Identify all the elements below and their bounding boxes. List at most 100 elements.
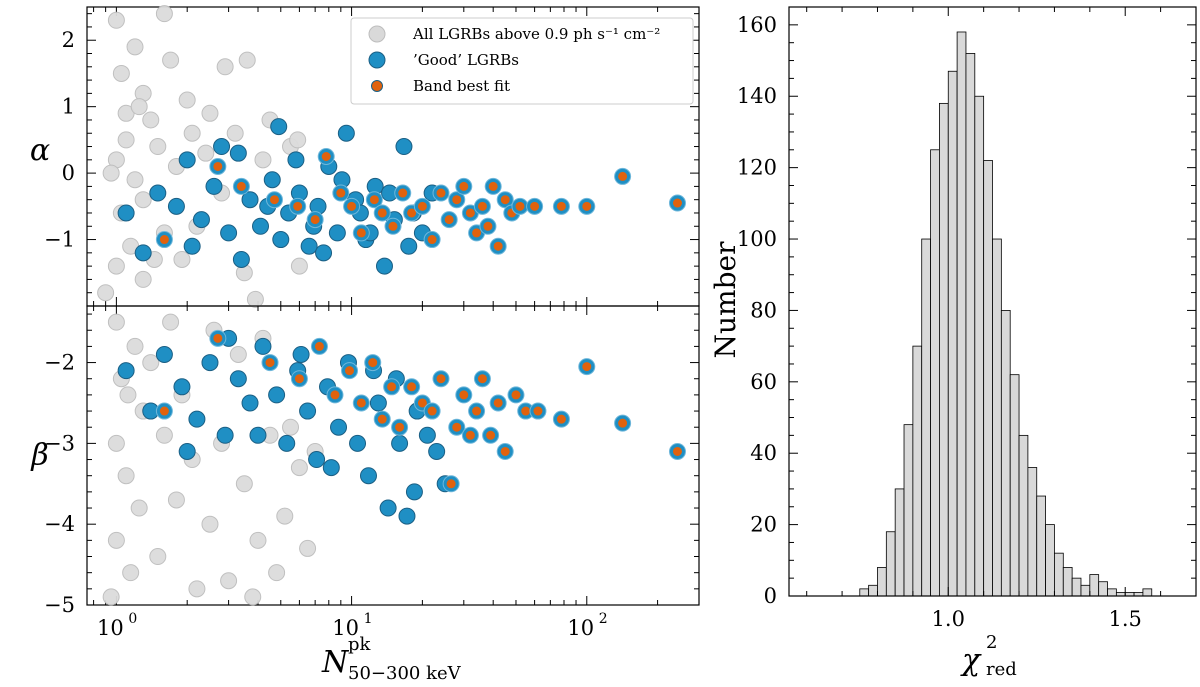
alpha-point xyxy=(229,144,247,162)
beta-point xyxy=(235,475,253,493)
alpha-point xyxy=(499,194,511,206)
beta-point xyxy=(330,418,348,436)
beta-point xyxy=(216,426,234,444)
alpha-point xyxy=(290,257,308,275)
beta-point xyxy=(510,389,522,401)
beta-ytick-label: −3 xyxy=(44,431,75,455)
beta-point xyxy=(293,373,305,385)
beta-point xyxy=(391,434,409,452)
alpha-point xyxy=(416,200,428,212)
alpha-point xyxy=(173,250,191,268)
beta-point xyxy=(322,459,340,477)
beta-point xyxy=(394,421,406,433)
alpha-point xyxy=(241,191,259,209)
alpha-point xyxy=(376,207,388,219)
beta-frame xyxy=(86,305,700,606)
beta-point xyxy=(241,394,259,412)
histogram-bar xyxy=(1009,374,1020,597)
hist-ytick-label: 140 xyxy=(737,84,777,108)
alpha-point xyxy=(315,244,333,262)
alpha-point xyxy=(117,131,135,149)
hist-ytick-label: 40 xyxy=(750,441,777,465)
beta-point xyxy=(229,370,247,388)
hist-ytick-label: 120 xyxy=(737,156,777,180)
alpha-point xyxy=(142,111,160,129)
alpha-point xyxy=(395,138,413,156)
alpha-point xyxy=(309,214,321,226)
alpha-point xyxy=(435,187,447,199)
beta-point xyxy=(201,354,219,372)
alpha-point xyxy=(406,207,418,219)
histogram-bar xyxy=(1045,524,1055,597)
legend-box xyxy=(350,17,694,105)
alpha-point xyxy=(268,194,280,206)
alpha-point xyxy=(368,194,380,206)
histogram-bar xyxy=(1107,588,1117,597)
alpha-point xyxy=(671,197,683,209)
beta-point xyxy=(117,467,135,485)
beta-point xyxy=(532,405,544,417)
histogram-bar xyxy=(983,160,993,597)
alpha-point xyxy=(337,124,355,142)
beta-point xyxy=(386,381,398,393)
alpha-point xyxy=(216,58,234,76)
beta-point xyxy=(107,434,125,452)
beta-point xyxy=(264,357,276,369)
alpha-point xyxy=(458,180,470,192)
alpha-point xyxy=(134,244,152,262)
legend-label: ’Good’ LGRBs xyxy=(413,51,519,69)
histogram-bar xyxy=(885,531,896,597)
svg-text:red: red xyxy=(986,659,1017,680)
histogram-bar xyxy=(1027,467,1038,597)
alpha-point xyxy=(192,211,210,229)
beta-point xyxy=(155,426,173,444)
alpha-point xyxy=(107,257,125,275)
beta-point xyxy=(102,588,120,606)
svg-text:pk: pk xyxy=(348,634,372,655)
legend-marker xyxy=(368,25,386,43)
beta-point xyxy=(229,345,247,363)
beta-point xyxy=(308,451,326,469)
alpha-point xyxy=(464,207,476,219)
beta-point xyxy=(555,413,567,425)
beta-point xyxy=(359,467,377,485)
alpha-point xyxy=(134,191,152,209)
beta-ytick-label: −5 xyxy=(44,593,75,617)
beta-point xyxy=(349,434,367,452)
alpha-point xyxy=(555,200,567,212)
alpha-ytick-label: 1 xyxy=(62,95,75,119)
beta-ytick-label: −2 xyxy=(44,351,75,375)
alpha-point xyxy=(487,180,499,192)
beta-point xyxy=(119,386,137,404)
beta-point xyxy=(173,378,191,396)
alpha-point xyxy=(287,151,305,169)
hist-xtick-label: 1.5 xyxy=(1109,607,1142,631)
alpha-point xyxy=(346,200,358,212)
beta-point xyxy=(445,478,457,490)
beta-point xyxy=(276,507,294,525)
histogram-bar xyxy=(1054,552,1064,597)
beta-xtick-label: 10 xyxy=(97,616,124,640)
alpha-point xyxy=(426,234,438,246)
histogram-bar xyxy=(877,567,887,597)
histogram-bar xyxy=(903,424,914,597)
beta-point xyxy=(435,373,447,385)
alpha-ytick-label: 2 xyxy=(62,28,75,52)
hist-ytick-label: 80 xyxy=(750,298,777,322)
beta-point xyxy=(117,362,135,380)
chi2-axis-label: χ 2 red xyxy=(960,632,1017,680)
alpha-point xyxy=(213,138,231,156)
beta-point xyxy=(268,386,286,404)
alpha-point xyxy=(400,237,418,255)
alpha-point xyxy=(482,220,494,232)
beta-point xyxy=(130,499,148,517)
alpha-point xyxy=(263,171,281,189)
alpha-ytick-label: 0 xyxy=(62,161,75,185)
beta-point xyxy=(416,397,428,409)
alpha-point xyxy=(158,234,170,246)
alpha-point xyxy=(126,171,144,189)
beta-point xyxy=(220,572,238,590)
beta-point xyxy=(212,332,224,344)
beta-xtick-label: 10 xyxy=(567,616,594,640)
